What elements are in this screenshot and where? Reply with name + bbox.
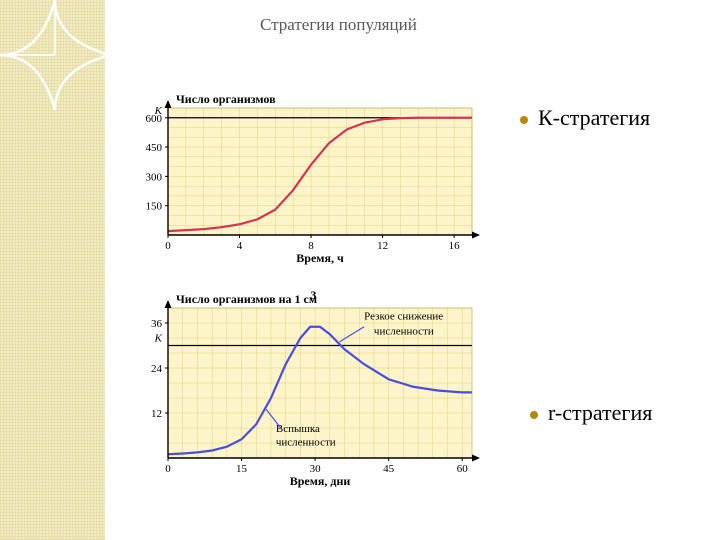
svg-text:K: K: [154, 333, 163, 345]
svg-text:0: 0: [165, 240, 171, 252]
svg-text:Число организмов на 1 см: Число организмов на 1 см: [176, 292, 317, 306]
svg-text:4: 4: [237, 240, 243, 252]
svg-text:Вспышка: Вспышка: [276, 423, 320, 435]
svg-text:60: 60: [457, 463, 469, 475]
k-strategy-chart: 0481216150300450600KЧисло организмовВрем…: [120, 90, 490, 265]
bullet-icon: [520, 116, 528, 124]
svg-text:12: 12: [377, 240, 388, 252]
svg-text:16: 16: [449, 240, 461, 252]
svg-text:150: 150: [146, 201, 163, 213]
svg-text:450: 450: [146, 142, 163, 154]
svg-text:0: 0: [165, 463, 171, 475]
svg-text:численности: численности: [276, 437, 336, 449]
svg-text:36: 36: [151, 318, 163, 330]
svg-text:K: K: [154, 105, 163, 117]
svg-text:45: 45: [383, 463, 395, 475]
svg-text:3: 3: [310, 290, 316, 302]
k-strategy-label: К-стратегия: [520, 105, 650, 131]
svg-text:300: 300: [146, 171, 163, 183]
leaf-decoration-icon: [0, 0, 110, 110]
svg-text:численности: численности: [374, 325, 434, 337]
svg-text:Время, ч: Время, ч: [296, 251, 344, 265]
svg-text:Резкое снижение: Резкое снижение: [364, 310, 443, 322]
r-strategy-chart: 015304560122436KЧисло организмов на 1 см…: [120, 290, 490, 488]
r-strategy-label: r-стратегия: [530, 400, 652, 426]
page-title: Стратегии популяций: [260, 15, 417, 35]
svg-text:12: 12: [151, 408, 162, 420]
svg-text:24: 24: [151, 363, 163, 375]
svg-text:Время, дни: Время, дни: [290, 474, 351, 488]
bullet-icon: [530, 411, 538, 419]
svg-text:15: 15: [236, 463, 248, 475]
svg-text:Число организмов: Число организмов: [176, 92, 276, 106]
